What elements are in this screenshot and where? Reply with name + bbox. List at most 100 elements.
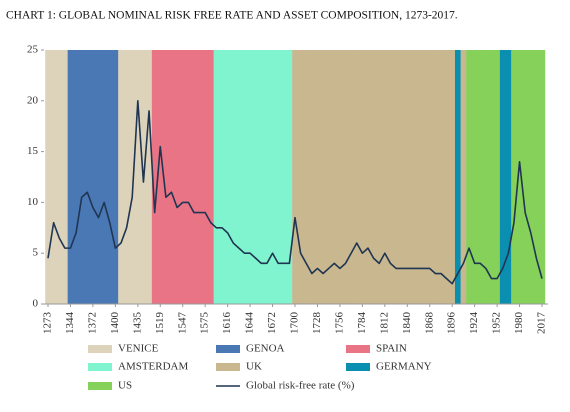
period-band	[286, 50, 293, 304]
period-band	[410, 50, 417, 304]
period-band	[207, 50, 215, 304]
x-tick-label: 1896	[446, 312, 458, 335]
period-band	[67, 50, 74, 304]
period-band	[382, 50, 389, 304]
period-band	[73, 50, 80, 304]
x-tick-label: 1344	[64, 312, 76, 335]
x-tick-label: 1868	[423, 312, 435, 335]
period-band	[168, 50, 175, 304]
period-band	[196, 50, 203, 304]
period-band	[151, 50, 158, 304]
x-tick-label: 1812	[378, 312, 390, 334]
period-band	[376, 50, 383, 304]
period-band	[353, 50, 360, 304]
x-tick-label: 1784	[356, 312, 368, 335]
period-band	[247, 50, 254, 304]
period-band	[280, 50, 287, 304]
x-tick-label: 2017	[536, 312, 548, 335]
period-band	[258, 50, 265, 304]
period-band	[269, 50, 276, 304]
period-band	[370, 50, 377, 304]
period-band	[118, 50, 125, 304]
period-band	[84, 50, 91, 304]
x-tick-label: 1372	[86, 312, 98, 334]
period-band	[432, 50, 439, 304]
period-band	[494, 50, 501, 304]
period-band	[56, 50, 63, 304]
period-band	[398, 50, 405, 304]
period-band	[460, 50, 467, 304]
period-band	[337, 50, 344, 304]
period-band	[499, 50, 506, 304]
period-band	[230, 50, 237, 304]
period-band	[146, 50, 153, 304]
legend-label: SPAIN	[376, 343, 407, 355]
period-band	[90, 50, 97, 304]
x-tick-label: 1924	[468, 312, 480, 335]
x-tick-label: 1435	[131, 312, 143, 335]
period-band	[157, 50, 164, 304]
y-tick-label: 15	[27, 145, 39, 157]
period-band	[511, 50, 518, 304]
period-band	[393, 50, 400, 304]
period-band	[292, 50, 299, 304]
x-tick-label: 1840	[401, 312, 413, 335]
period-band	[252, 50, 259, 304]
chart-title: CHART 1: GLOBAL NOMINAL RISK FREE RATE A…	[6, 10, 458, 22]
legend-label: VENICE	[118, 343, 159, 355]
period-band	[62, 50, 69, 304]
period-band	[471, 50, 478, 304]
period-band	[522, 50, 529, 304]
period-band	[426, 50, 433, 304]
period-band	[78, 50, 85, 304]
period-band	[309, 50, 316, 304]
x-tick-label: 1756	[333, 312, 345, 335]
legend-label: AMSTERDAM	[118, 361, 189, 373]
period-band	[275, 50, 282, 304]
period-band	[224, 50, 231, 304]
x-tick-label: 1700	[289, 312, 301, 335]
period-band	[477, 50, 484, 304]
period-band	[365, 50, 372, 304]
period-band	[213, 50, 220, 304]
period-band	[106, 50, 113, 304]
legend-swatch	[346, 345, 370, 353]
period-band	[443, 50, 450, 304]
period-band	[539, 50, 546, 304]
y-tick-label: 20	[27, 94, 39, 106]
period-band	[95, 50, 102, 304]
period-band	[533, 50, 540, 304]
x-tick-label: 1952	[491, 312, 503, 334]
period-band	[241, 50, 248, 304]
period-band	[185, 50, 192, 304]
x-tick-label: 1644	[244, 312, 256, 335]
x-tick-label: 1672	[266, 312, 278, 334]
x-tick-label: 1400	[109, 312, 121, 335]
period-band	[135, 50, 142, 304]
legend-label: US	[118, 380, 132, 392]
period-band	[449, 50, 456, 304]
period-band	[50, 50, 57, 304]
period-band	[219, 50, 226, 304]
period-band	[202, 50, 209, 304]
y-tick-label: 10	[27, 196, 39, 208]
period-band	[505, 50, 512, 304]
period-band	[342, 50, 349, 304]
period-band	[297, 50, 304, 304]
x-tick-label: 1980	[513, 312, 525, 335]
period-band	[123, 50, 130, 304]
x-tick-label: 1575	[199, 312, 211, 335]
period-band	[303, 50, 310, 304]
legend-label: GENOA	[246, 343, 285, 355]
legend-label: Global risk-free rate (%)	[246, 380, 355, 392]
legend-label: GERMANY	[376, 361, 432, 373]
period-band	[45, 50, 52, 304]
legend-swatch	[216, 345, 240, 353]
legend-label: UK	[246, 361, 262, 373]
period-band	[325, 50, 332, 304]
legend-swatch	[88, 345, 112, 353]
y-tick-label: 0	[33, 298, 39, 310]
period-band	[387, 50, 394, 304]
legend-swatch	[216, 363, 240, 371]
